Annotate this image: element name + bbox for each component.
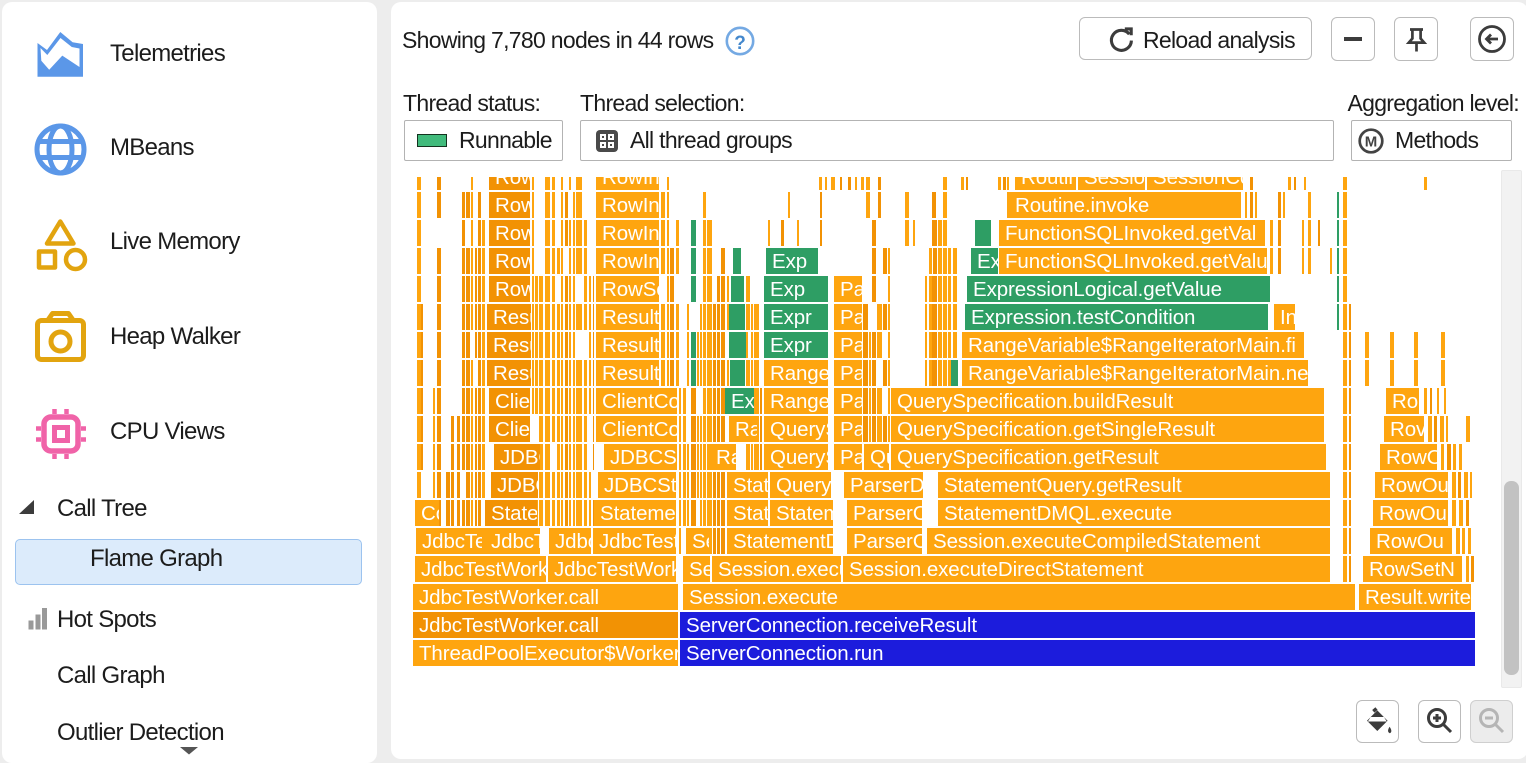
svg-text:JdbcTestWorker: JdbcTestWorker [421, 558, 566, 581]
svg-text:ClientCo: ClientCo [602, 418, 680, 441]
svg-text:ExpressionLogical.getValue: ExpressionLogical.getValue [973, 278, 1222, 301]
svg-text:Pa: Pa [840, 446, 866, 469]
svg-text:M: M [1365, 134, 1378, 151]
svg-text:Resu: Resu [493, 362, 540, 385]
svg-text:Expr: Expr [770, 306, 812, 329]
svg-text:QuerySpecification.buildResult: QuerySpecification.buildResult [897, 390, 1174, 413]
svg-text:Clien: Clien [495, 390, 541, 413]
svg-text:Que: Que [870, 446, 908, 469]
svg-text:Row: Row [495, 222, 536, 245]
svg-text:Expression.testCondition: Expression.testCondition [971, 306, 1195, 329]
svg-text:Pa: Pa [840, 418, 866, 441]
svg-text:Exp: Exp [772, 250, 807, 273]
svg-text:QuerySpecification.getResult: QuerySpecification.getResult [897, 446, 1159, 469]
svg-text:Stat: Stat [733, 502, 769, 525]
svg-text:RowOu: RowOu [1376, 530, 1444, 553]
svg-text:Pa: Pa [840, 390, 866, 413]
svg-text:Row: Row [495, 250, 536, 273]
svg-text:JDBC: JDBC [497, 474, 550, 497]
svg-text:ThreadPoolExecutor$Worker: ThreadPoolExecutor$Worker [419, 642, 681, 665]
svg-text:ParserD: ParserD [850, 474, 924, 497]
svg-text:RowOu: RowOu [1381, 474, 1449, 497]
svg-text:JDBCSta: JDBCSta [604, 474, 688, 497]
svg-text:Row: Row [495, 194, 536, 217]
svg-text:Se: Se [689, 558, 714, 581]
svg-text:ServerConnection.receiveResult: ServerConnection.receiveResult [686, 614, 977, 637]
svg-text:Ex: Ex [977, 250, 1002, 273]
svg-text:Range: Range [770, 362, 830, 385]
svg-text:RowSetN: RowSetN [1369, 558, 1455, 581]
svg-text:QueryS: QueryS [776, 474, 845, 497]
svg-text:Ro: Ro [1392, 390, 1418, 413]
svg-text:Jdbc: Jdbc [555, 530, 598, 553]
svg-text:Result.n: Result.n [602, 306, 676, 329]
svg-text:ClientCo: ClientCo [602, 390, 680, 413]
svg-text:Session.executeCompiledStateme: Session.executeCompiledStatement [933, 530, 1261, 553]
svg-text:State: State [491, 502, 538, 525]
svg-text:JdbcTestWorker.call: JdbcTestWorker.call [419, 614, 599, 637]
svg-text:Statemen: Statemen [600, 502, 687, 525]
svg-text:FunctionSQLInvoked.getValu: FunctionSQLInvoked.getValu [1005, 250, 1268, 273]
svg-text:Session.execute: Session.execute [689, 586, 838, 609]
svg-text:Resu: Resu [493, 334, 540, 357]
svg-text:Co: Co [421, 502, 447, 525]
svg-text:Ex: Ex [731, 390, 756, 413]
svg-text:FunctionSQLInvoked.getVal: FunctionSQLInvoked.getVal [1005, 222, 1256, 245]
svg-text:Result.n: Result.n [602, 334, 676, 357]
svg-text:QuerySpecification.getSingleRe: QuerySpecification.getSingleResult [897, 418, 1215, 441]
svg-text:QueryS: QueryS [770, 446, 839, 469]
svg-text:RowO: RowO [1386, 446, 1443, 469]
svg-text:JdbcT: JdbcT [491, 530, 547, 553]
svg-text:RangeVariable$RangeIteratorMai: RangeVariable$RangeIteratorMain.fi [968, 334, 1296, 357]
svg-text:Range: Range [770, 390, 830, 413]
svg-text:RowIn: RowIn [602, 250, 660, 273]
svg-text:Statem: Statem [776, 502, 840, 525]
svg-text:Pa: Pa [840, 306, 866, 329]
svg-text:JdbcTestWork: JdbcTestWork [554, 558, 682, 581]
svg-text:Expr: Expr [770, 334, 812, 357]
svg-text:JdbcTestWorker.call: JdbcTestWorker.call [419, 586, 599, 609]
svg-text:ServerConnection.run: ServerConnection.run [686, 642, 883, 665]
svg-text:In: In [1280, 306, 1297, 329]
svg-text:StatementD: StatementD [733, 530, 840, 553]
svg-text:Routin: Routin [1021, 177, 1080, 189]
svg-text:Row: Row [495, 278, 536, 301]
svg-text:Routine.invoke: Routine.invoke [1015, 194, 1149, 217]
svg-text:RowSe: RowSe [602, 278, 668, 301]
svg-text:Sessio: Sessio [1084, 177, 1145, 189]
svg-text:Resu: Resu [493, 306, 540, 329]
svg-text:Clien: Clien [495, 418, 541, 441]
svg-text:Rov: Rov [1390, 418, 1427, 441]
svg-text:QueryS: QueryS [770, 418, 839, 441]
svg-text:StatementQuery.getResult: StatementQuery.getResult [944, 474, 1182, 497]
svg-text:Rar: Rar [735, 418, 768, 441]
svg-text:Se: Se [692, 530, 717, 553]
svg-text:Session.execu: Session.execu [718, 558, 850, 581]
svg-text:Result.write: Result.write [1365, 586, 1471, 609]
svg-text:Pa: Pa [840, 334, 866, 357]
svg-text:Session.executeDirectStatement: Session.executeDirectStatement [849, 558, 1144, 581]
svg-text:RowIn: RowIn [602, 177, 660, 189]
svg-text:Pa: Pa [840, 362, 866, 385]
svg-text:StatementDMQL.execute: StatementDMQL.execute [944, 502, 1172, 525]
svg-text:RowIn: RowIn [602, 222, 660, 245]
svg-text:JDBC: JDBC [500, 446, 553, 469]
svg-text:?: ? [734, 33, 746, 54]
svg-text:Pa: Pa [840, 278, 866, 301]
svg-text:Stat: Stat [733, 474, 769, 497]
svg-text:JDBCSta: JDBCSta [610, 446, 694, 469]
svg-text:ParserCo: ParserCo [853, 530, 939, 553]
svg-text:Exp: Exp [770, 278, 805, 301]
svg-text:JdbcTe: JdbcTe [422, 530, 486, 553]
svg-text:JdbcTest: JdbcTest [599, 530, 680, 553]
svg-text:Row: Row [495, 177, 536, 189]
svg-text:Result.n: Result.n [602, 362, 676, 385]
svg-text:RowIn: RowIn [602, 194, 660, 217]
svg-text:SessionCo: SessionCo [1153, 177, 1251, 189]
svg-text:ParserCo: ParserCo [853, 502, 939, 525]
svg-text:RowOu: RowOu [1379, 502, 1447, 525]
svg-text:Rar: Rar [716, 446, 749, 469]
svg-text:RangeVariable$RangeIteratorMai: RangeVariable$RangeIteratorMain.ne [968, 362, 1308, 385]
